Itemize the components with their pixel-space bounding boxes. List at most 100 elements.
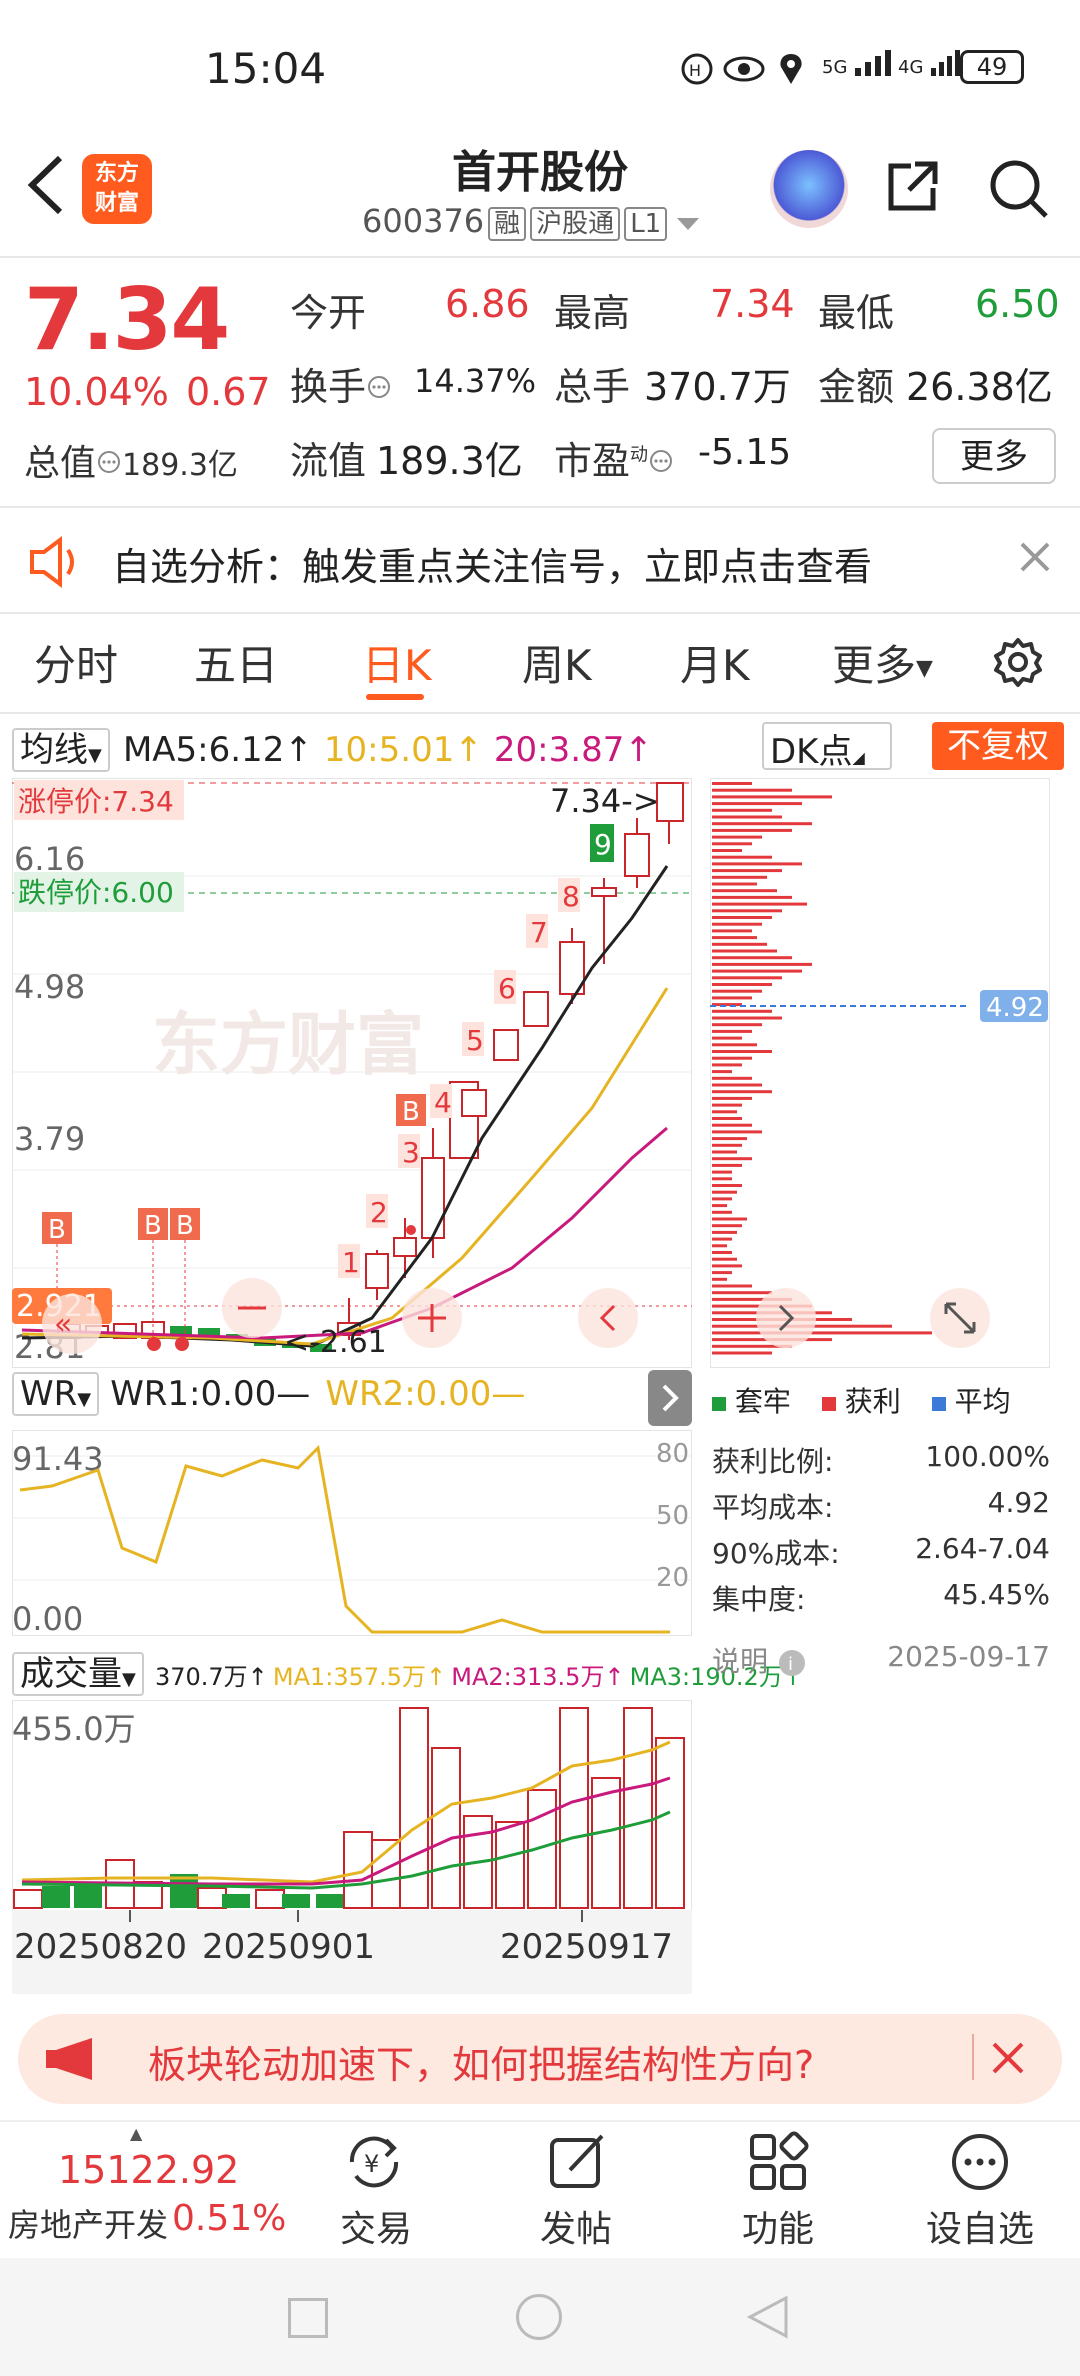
nav-trade[interactable]: 交易 — [340, 2209, 413, 2250]
wr1-value: WR1:0.00— — [110, 1374, 311, 1414]
tab-daily-k[interactable]: 日K — [362, 641, 432, 690]
chip-bar — [712, 1130, 762, 1134]
chip-bar — [712, 1251, 732, 1254]
pe-label[interactable]: 市盈动 — [554, 430, 674, 485]
divider — [0, 506, 1080, 508]
chip-bar — [712, 962, 812, 966]
limit-down-label: 跌停价:6.00 — [18, 876, 174, 909]
indicator-select[interactable]: 均线▼ — [12, 728, 110, 772]
collapse-panel-button[interactable] — [648, 1370, 692, 1426]
scroll-right-button[interactable] — [756, 1288, 816, 1348]
no-adjust-button[interactable]: 不复权 — [932, 722, 1064, 770]
chip-bar — [712, 1023, 762, 1027]
caret-up-icon: ▲ — [130, 2124, 143, 2143]
chip-bar — [712, 835, 762, 839]
post-icon[interactable] — [546, 2130, 610, 2194]
chip-label: 90%成本: — [712, 1537, 840, 1570]
stock-name[interactable]: 首开股份 — [452, 147, 628, 198]
market-cap[interactable]: 总值 189.3亿 — [24, 434, 238, 486]
stock-code-row[interactable]: 600376 融沪股通 L1 — [362, 202, 700, 241]
chip-bar — [712, 1163, 742, 1167]
chip-bar — [712, 929, 752, 933]
volume-bar — [343, 1831, 373, 1909]
chip-bar — [712, 902, 807, 906]
volume-bar — [431, 1747, 461, 1909]
volume-bar — [170, 1874, 198, 1908]
chevron-down-icon — [677, 218, 700, 230]
ma20-line — [21, 1126, 668, 1340]
kline-chart[interactable]: 东方财富 涨停价:7.34 6.16 跌停价:6.00 4.98 3.79 2.… — [12, 778, 692, 1368]
info-icon: i — [778, 1650, 805, 1676]
svg-text:¥: ¥ — [364, 2150, 379, 2178]
assistant-robot-icon[interactable] — [770, 150, 848, 228]
more-quote-button[interactable]: 更多 — [932, 428, 1056, 484]
chip-value: 4.92 — [987, 1486, 1050, 1519]
chip-bar — [712, 1204, 727, 1208]
sector-index-value[interactable]: 15122.92 — [58, 2148, 240, 2192]
recents-button[interactable] — [288, 2298, 328, 2338]
chip-distribution-chart[interactable]: 4.92 — [710, 778, 1050, 1368]
banner-text[interactable]: 板块轮动加速下，如何把握结构性方向? — [148, 2043, 815, 2087]
b-marker: B — [402, 1097, 420, 1127]
high-value: 7.34 — [710, 282, 795, 326]
watermark: 东方财富 — [152, 1006, 424, 1085]
volume-select[interactable]: 成交量▼ — [12, 1652, 144, 1696]
chip-bar — [712, 1029, 752, 1033]
close-icon[interactable] — [1018, 540, 1052, 578]
volume-row: 成交量▼ 370.7万↑ MA1:357.5万↑ MA2:313.5万↑ MA3… — [12, 1646, 803, 1696]
nav-add-watchlist[interactable]: 设自选 — [926, 2209, 1035, 2250]
scroll-left-fast-button[interactable] — [42, 1294, 102, 1354]
back-button[interactable] — [22, 150, 72, 231]
chip-bar — [712, 1271, 732, 1275]
scroll-left-button[interactable] — [578, 1288, 638, 1348]
y-label-4.98: 4.98 — [14, 968, 85, 1006]
search-icon[interactable] — [988, 158, 1050, 220]
chip-bar — [712, 1177, 732, 1181]
limit-down-bg — [14, 872, 184, 912]
notice-text[interactable]: 自选分析：触发重点关注信号，立即点击查看 — [112, 545, 873, 589]
volume-top-label: 455.0万 — [12, 1710, 136, 1748]
low-value: 6.50 — [975, 282, 1060, 326]
candle — [365, 1253, 389, 1289]
low-mark: <-2.61 — [284, 1325, 387, 1360]
tab-more[interactable]: 更多▼ — [832, 641, 933, 690]
wr-select[interactable]: WR▼ — [12, 1372, 100, 1416]
tab-intraday[interactable]: 分时 — [34, 641, 119, 690]
chip-note[interactable]: 说明 i — [712, 1640, 807, 1680]
gear-icon[interactable] — [992, 636, 1044, 692]
chip-label: 平均成本: — [712, 1491, 834, 1524]
home-button[interactable] — [516, 2294, 562, 2340]
tab-weekly-k[interactable]: 周K — [522, 641, 592, 690]
change-percent: 10.04% — [24, 370, 169, 414]
divider — [0, 256, 1080, 258]
tab-monthly-k[interactable]: 月K — [680, 641, 750, 690]
count-label: 2 — [370, 1196, 388, 1229]
chevron-right-icon — [778, 1304, 795, 1332]
share-icon[interactable] — [885, 158, 941, 214]
volume-chart: 455.0万 20250820 20250901 20250917 — [12, 1700, 692, 1994]
ad-banner[interactable] — [18, 2014, 1062, 2104]
nav-post[interactable]: 发帖 — [540, 2209, 613, 2250]
system-back-button[interactable] — [746, 2294, 790, 2344]
chip-bar — [712, 1036, 742, 1040]
close-icon[interactable] — [990, 2040, 1026, 2080]
chip-bar — [712, 1297, 792, 1301]
nav-functions[interactable]: 功能 — [742, 2209, 815, 2250]
signal-5g-icon: 5G — [822, 48, 903, 82]
functions-icon[interactable] — [746, 2130, 810, 2194]
b-marker: B — [176, 1211, 194, 1241]
chip-value: 2.64-7.04 — [915, 1532, 1050, 1565]
ma10-line — [21, 987, 669, 1346]
trade-icon[interactable]: ¥ — [342, 2130, 406, 2194]
chip-bars — [712, 782, 932, 1355]
chip-bar — [712, 996, 752, 1000]
dk-point-select[interactable]: DK点◢ — [762, 722, 892, 772]
tab-five-day[interactable]: 五日 — [194, 641, 279, 690]
ma20-value: 20:3.87↑ — [493, 730, 653, 770]
sector-index-name[interactable]: 房地产开发 — [8, 2206, 169, 2244]
add-watchlist-icon[interactable] — [948, 2130, 1012, 2194]
turnover-label[interactable]: 换手 — [290, 356, 392, 411]
chip-bar — [712, 1257, 737, 1261]
candle — [656, 782, 684, 822]
chip-bar — [712, 849, 742, 852]
